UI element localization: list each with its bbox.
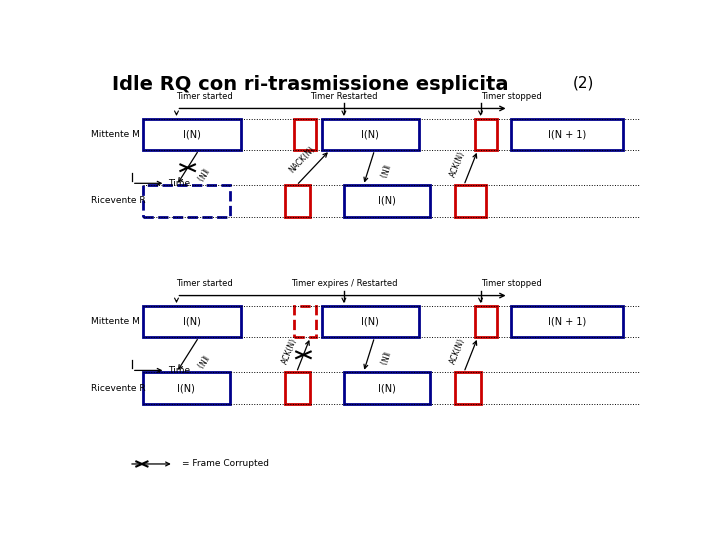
Text: I(N): I(N) bbox=[183, 130, 201, 139]
Text: Timer Restarted: Timer Restarted bbox=[310, 92, 377, 101]
Text: Timer started: Timer started bbox=[176, 92, 233, 101]
Text: Ricevente R: Ricevente R bbox=[91, 197, 145, 206]
Bar bbox=[143, 119, 240, 150]
Bar bbox=[322, 306, 419, 337]
Bar bbox=[143, 373, 230, 404]
Text: I(N): I(N) bbox=[376, 163, 389, 179]
Bar bbox=[344, 373, 431, 404]
Text: I(N): I(N) bbox=[361, 316, 379, 327]
Text: I(N): I(N) bbox=[376, 350, 389, 366]
Text: Timer stopped: Timer stopped bbox=[481, 279, 541, 288]
Bar bbox=[294, 119, 316, 150]
Text: Idle RQ con ri-trasmissione esplicita: Idle RQ con ri-trasmissione esplicita bbox=[112, 75, 508, 94]
Text: Mittente M: Mittente M bbox=[91, 317, 140, 326]
Text: I(N + 1): I(N + 1) bbox=[548, 130, 586, 139]
Bar bbox=[143, 306, 240, 337]
Bar bbox=[285, 373, 310, 404]
Text: I(N): I(N) bbox=[177, 383, 195, 393]
Bar bbox=[511, 306, 623, 337]
Bar bbox=[344, 185, 431, 217]
Bar bbox=[475, 119, 498, 150]
Text: I(N): I(N) bbox=[193, 165, 208, 182]
Bar bbox=[456, 373, 481, 404]
Bar bbox=[475, 306, 498, 337]
Text: Time: Time bbox=[168, 366, 190, 375]
Bar bbox=[456, 185, 486, 217]
Text: ACK(N): ACK(N) bbox=[449, 150, 467, 178]
Text: Timer expires / Restarted: Timer expires / Restarted bbox=[291, 279, 397, 288]
Bar bbox=[294, 306, 316, 337]
Text: I(N): I(N) bbox=[361, 130, 379, 139]
Text: (2): (2) bbox=[572, 75, 594, 90]
Text: NACK(N): NACK(N) bbox=[287, 145, 316, 175]
Text: ACK(N): ACK(N) bbox=[449, 336, 467, 365]
Text: I(N): I(N) bbox=[193, 353, 208, 369]
Text: Time: Time bbox=[168, 179, 190, 188]
Bar bbox=[285, 185, 310, 217]
Bar bbox=[322, 119, 419, 150]
Text: Timer started: Timer started bbox=[176, 279, 233, 288]
Text: = Frame Corrupted: = Frame Corrupted bbox=[182, 460, 269, 469]
Bar bbox=[143, 185, 230, 217]
Text: ACK(N): ACK(N) bbox=[281, 336, 300, 365]
Text: Ricevente R: Ricevente R bbox=[91, 383, 145, 393]
Text: I(N): I(N) bbox=[378, 196, 396, 206]
Text: Timer stopped: Timer stopped bbox=[481, 92, 541, 101]
Text: Mittente M: Mittente M bbox=[91, 130, 140, 139]
Text: I(N): I(N) bbox=[378, 383, 396, 393]
Text: I(N + 1): I(N + 1) bbox=[548, 316, 586, 327]
Text: I(N): I(N) bbox=[183, 316, 201, 327]
Bar bbox=[511, 119, 623, 150]
